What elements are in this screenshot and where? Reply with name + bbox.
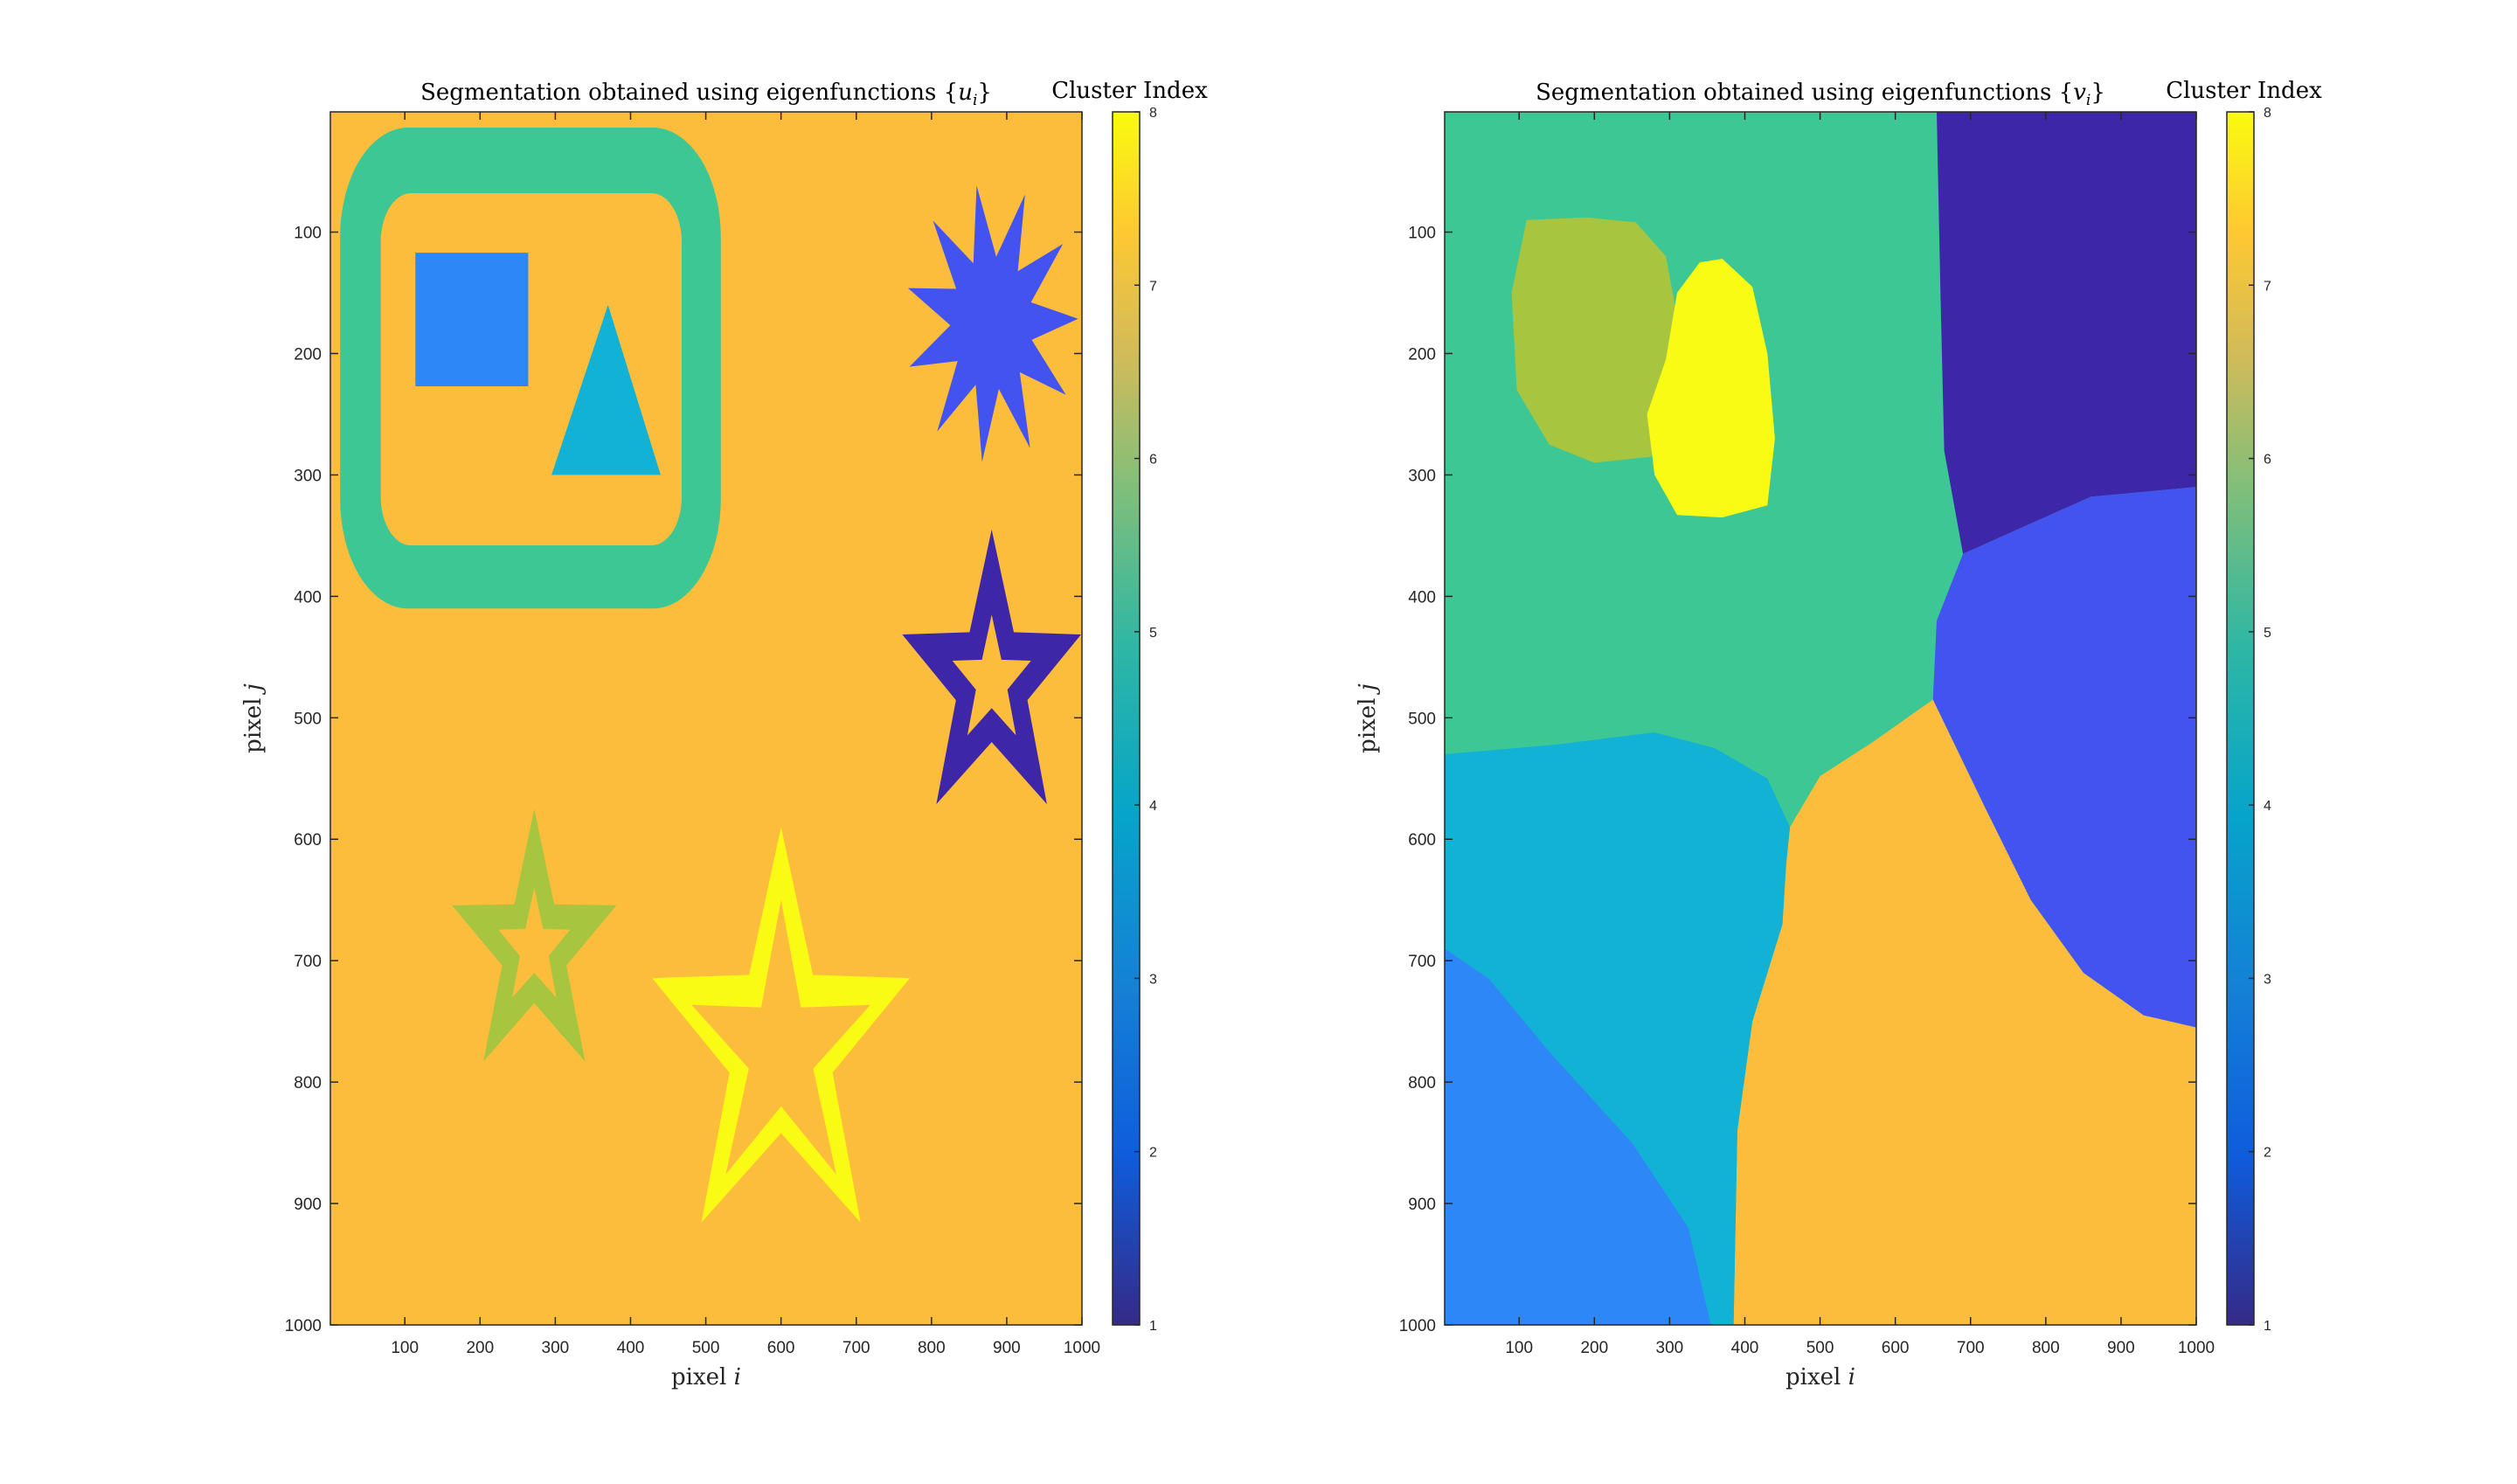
colorbar: 1 2 3 4 5 6 7 8 Cluster Index — [2166, 78, 2322, 1334]
y-axis-label: pixel j — [240, 683, 267, 753]
right-star-inner — [952, 614, 1031, 736]
x-tick-label: 400 — [1731, 1339, 1759, 1357]
y-tick-label: 200 — [294, 345, 322, 364]
colorbar-tick-label: 2 — [2264, 1146, 2271, 1161]
colorbar-label: Cluster Index — [2166, 78, 2322, 104]
colorbar-tick-label: 6 — [1149, 453, 1157, 468]
y-tick-label: 1000 — [285, 1317, 322, 1335]
y-tick-label: 1000 — [1399, 1317, 1436, 1335]
x-tick-label: 900 — [993, 1339, 1021, 1357]
y-tick-label: 500 — [1408, 710, 1436, 728]
y-tick-label: 700 — [294, 953, 322, 971]
colorbar: 1 2 3 4 5 6 7 8 Cluster Index — [1051, 78, 1208, 1334]
y-tick-label: 400 — [294, 588, 322, 607]
x-tick-label: 300 — [1656, 1339, 1684, 1357]
y-axis-label: pixel j — [1355, 683, 1381, 753]
colorbar-tick-label: 7 — [2264, 279, 2271, 294]
x-tick-label: 200 — [1580, 1339, 1608, 1357]
y-tick-label: 900 — [1408, 1196, 1436, 1214]
segmentation-image — [330, 112, 1082, 1325]
segmentation-image — [1445, 112, 2196, 1325]
burst — [907, 185, 1078, 462]
right-middle-region — [1932, 487, 2196, 1028]
x-tick-label: 900 — [2107, 1339, 2135, 1357]
colorbar-tick-label: 7 — [1149, 279, 1157, 294]
x-tick-label: 300 — [542, 1339, 570, 1357]
colorbar-tick-label: 5 — [1149, 626, 1157, 641]
colorbar-tick-label: 4 — [2264, 799, 2271, 814]
chart-title: Segmentation obtained using eigenfunctio… — [1536, 80, 2105, 109]
big-star-inner — [691, 899, 870, 1175]
x-tick-label: 800 — [918, 1339, 946, 1357]
colorbar-tick-label: 6 — [2264, 453, 2271, 468]
ticks: 100 200 300 400 500 600 700 800 900 1000 100 200 300… — [285, 112, 1100, 1357]
colorbar-tick-label: 2 — [1149, 1146, 1157, 1161]
colorbar-label: Cluster Index — [1051, 78, 1208, 104]
y-tick-label: 300 — [1408, 467, 1436, 485]
y-tick-label: 900 — [294, 1196, 322, 1214]
x-axis-label: pixel i — [1785, 1364, 1855, 1390]
y-tick-label: 200 — [1408, 345, 1436, 364]
y-tick-label: 800 — [1408, 1074, 1436, 1092]
x-tick-label: 600 — [1882, 1339, 1910, 1357]
colorbar-gradient — [2226, 111, 2255, 1326]
y-tick-label: 800 — [294, 1074, 322, 1092]
x-tick-label: 400 — [617, 1339, 645, 1357]
colorbar-tick-label: 3 — [1149, 972, 1157, 987]
y-tick-label: 300 — [294, 467, 322, 485]
y-tick-label: 400 — [1408, 588, 1436, 607]
x-tick-label: 1000 — [2178, 1339, 2215, 1357]
colorbar-tick-label: 8 — [2264, 106, 2271, 121]
triangle — [551, 304, 661, 475]
colorbar-tick-label: 8 — [1149, 106, 1157, 121]
y-tick-label: 600 — [294, 831, 322, 849]
right-blob — [1647, 259, 1775, 518]
x-tick-label: 100 — [391, 1339, 419, 1357]
y-tick-label: 600 — [1408, 831, 1436, 849]
segmentation-panel-1: 100 200 300 400 500 600 700 800 900 1000 100 200 300… — [240, 78, 1208, 1390]
x-tick-label: 200 — [466, 1339, 494, 1357]
x-tick-label: 800 — [2032, 1339, 2060, 1357]
y-tick-label: 700 — [1408, 953, 1436, 971]
y-tick-label: 100 — [1408, 225, 1436, 243]
x-tick-label: 500 — [1806, 1339, 1834, 1357]
colorbar-tick-label: 3 — [2264, 972, 2271, 987]
lower-middle-region — [1733, 699, 2196, 1325]
upper-right-region — [1937, 112, 2196, 554]
x-tick-label: 100 — [1505, 1339, 1533, 1357]
x-tick-label: 700 — [1957, 1339, 1985, 1357]
colorbar-tick-label: 4 — [1149, 799, 1157, 814]
x-tick-label: 500 — [692, 1339, 720, 1357]
ticks: 100 200 300 400 500 600 700 800 900 1000 100 200 300… — [1399, 112, 2215, 1357]
square — [415, 253, 529, 387]
colorbar-tick-label: 5 — [2264, 626, 2271, 641]
x-tick-label: 600 — [767, 1339, 795, 1357]
colorbar-tick-label: 1 — [1149, 1319, 1157, 1334]
x-tick-label: 1000 — [1064, 1339, 1100, 1357]
x-axis-label: pixel i — [671, 1364, 741, 1390]
colorbar-tick-label: 1 — [2264, 1319, 2271, 1334]
x-tick-label: 700 — [842, 1339, 870, 1357]
y-tick-label: 500 — [294, 710, 322, 728]
chart-title: Segmentation obtained using eigenfunctio… — [420, 80, 992, 109]
left-middle-region — [1445, 732, 1791, 1325]
left-blob — [1511, 217, 1677, 463]
small-star-inner — [498, 887, 571, 998]
y-tick-label: 100 — [294, 225, 322, 243]
segmentation-panel-2: 100 200 300 400 500 600 700 800 900 1000 100 200 300… — [1355, 78, 2322, 1390]
colorbar-gradient — [1112, 111, 1141, 1326]
bottom-left-region — [1445, 948, 1711, 1325]
